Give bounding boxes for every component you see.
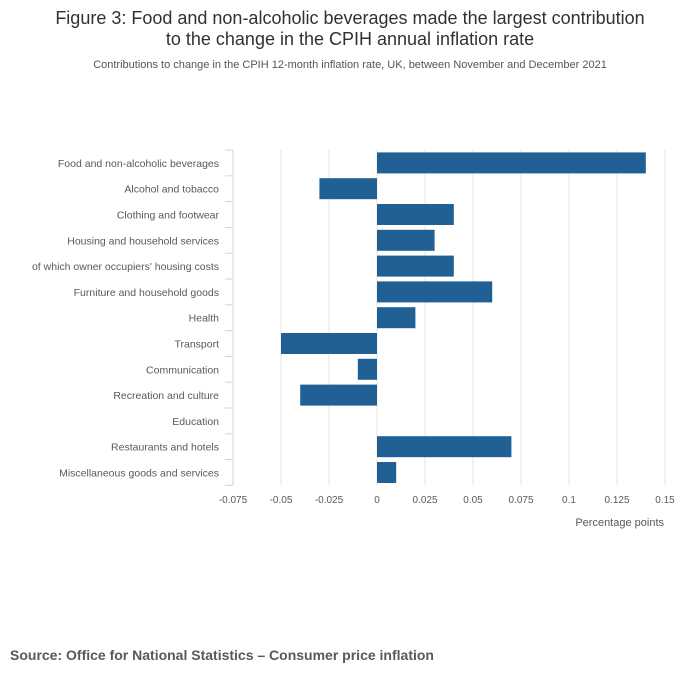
bar <box>357 358 377 380</box>
bar <box>300 384 377 406</box>
grid-lines <box>232 150 666 485</box>
value-axis-ticks: -0.075 -0.05 -0.025 0 0.025 0.05 0.075 0.1 0.125… <box>219 495 675 506</box>
x-axis-title: Percentage points <box>575 517 664 529</box>
x-tick-label: 0.05 <box>463 495 483 506</box>
chart-title: Figure 3: Food and non-alcoholic beverag… <box>0 8 700 50</box>
category-label: Clothing and footwear <box>117 210 220 222</box>
chart-title-line-1: Figure 3: Food and non-alcoholic beverag… <box>55 8 645 28</box>
x-tick-label: 0.125 <box>604 495 629 506</box>
bar <box>377 436 512 458</box>
category-label: Recreation and culture <box>113 390 219 402</box>
x-tick-label: 0.075 <box>508 495 533 506</box>
category-label: of which owner occupiers' housing costs <box>32 261 219 273</box>
x-tick-label: -0.075 <box>219 495 248 506</box>
x-tick-label: 0.1 <box>562 495 576 506</box>
category-label: Miscellaneous goods and services <box>59 468 219 480</box>
category-label: Health <box>189 313 220 325</box>
bar <box>377 307 416 329</box>
bar <box>281 333 377 354</box>
x-tick-label: -0.025 <box>315 495 344 506</box>
category-label: Housing and household services <box>67 235 219 247</box>
category-label: Transport <box>174 339 219 351</box>
chart-title-line-2: to the change in the CPIH annual inflati… <box>165 29 535 49</box>
category-axis <box>225 149 234 486</box>
bars <box>281 152 646 483</box>
bar <box>377 281 493 303</box>
bar <box>377 462 397 483</box>
chart-subtitle: Contributions to change in the CPIH 12-m… <box>93 59 607 71</box>
x-tick-label: 0 <box>374 495 380 506</box>
x-tick-label: -0.05 <box>270 495 293 506</box>
bar <box>377 255 454 277</box>
x-tick-label: 0.15 <box>655 495 675 506</box>
bar <box>319 178 377 200</box>
bar <box>377 204 454 225</box>
source-note: Source: Office for National Statistics –… <box>10 647 434 663</box>
category-label: Furniture and household goods <box>74 287 219 299</box>
category-label: Education <box>172 416 219 428</box>
x-tick-label: 0.025 <box>412 495 437 506</box>
bar <box>377 152 646 174</box>
category-label: Restaurants and hotels <box>111 442 219 454</box>
category-label: Food and non-alcoholic beverages <box>58 158 219 170</box>
category-label: Communication <box>146 364 219 376</box>
bar <box>377 229 435 251</box>
category-label: Alcohol and tobacco <box>124 184 219 196</box>
category-labels: Food and non-alcoholic beverages Alcohol … <box>32 158 220 480</box>
